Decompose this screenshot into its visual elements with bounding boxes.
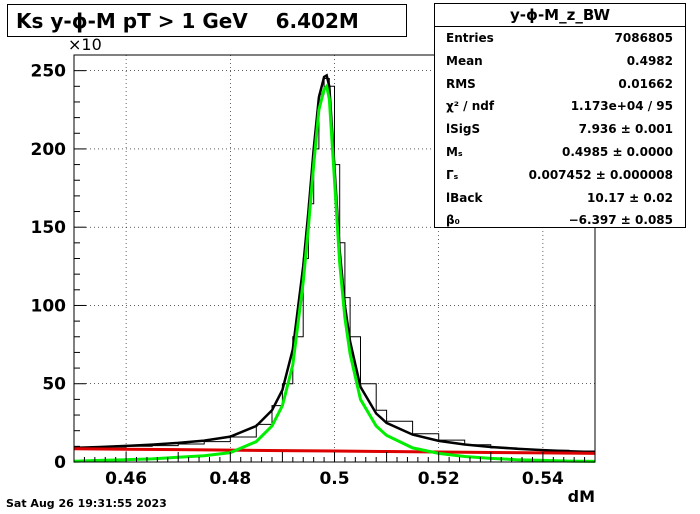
y-tick-label: 0 — [54, 453, 66, 473]
x-tick-label: 0.46 — [105, 469, 147, 489]
stats-key: β₀ — [446, 213, 460, 228]
y-tick-label: 100 — [31, 296, 67, 316]
stats-row: Γₛ 0.007452 ± 0.000008 — [435, 164, 685, 187]
x-tick-label: 0.48 — [209, 469, 251, 489]
stats-key: lSigS — [446, 122, 481, 137]
x-tick-label: 0.5 — [319, 469, 349, 489]
stats-key: Γₛ — [446, 167, 459, 182]
y-axis-multiplier: ×10 — [68, 35, 102, 54]
background-fit-curve — [73, 447, 596, 455]
x-tick-label: 0.54 — [522, 469, 564, 489]
stats-row: β₀ −6.397 ± 0.085 — [435, 209, 685, 232]
stats-value: −6.397 ± 0.085 — [568, 213, 673, 228]
axes: 0.46 0.48 0.5 0.52 0.54 0 50 100 150 200 250 — [31, 54, 596, 489]
y-tick-label: 250 — [31, 62, 67, 82]
histogram-title: Ks y-ϕ-M pT > 1 GeV 6.402M — [7, 4, 407, 37]
signal-fit-curve — [73, 82, 596, 463]
stats-value: 10.17 ± 0.02 — [587, 190, 673, 205]
stats-row: Entries 7086805 — [435, 27, 685, 50]
stats-key: Mean — [446, 53, 483, 68]
stats-value: 7.936 ± 0.001 — [578, 122, 673, 137]
stats-value: 0.007452 ± 0.000008 — [528, 167, 673, 182]
stats-row: Mₛ 0.4985 ± 0.0000 — [435, 141, 685, 164]
data-layer — [73, 73, 596, 463]
timestamp: Sat Aug 26 19:31:55 2023 — [6, 497, 167, 510]
stats-key: Mₛ — [446, 144, 463, 159]
stats-key: RMS — [446, 76, 476, 91]
x-tick-label: 0.52 — [418, 469, 460, 489]
y-tick-label: 150 — [31, 218, 67, 238]
stats-row: lBack 10.17 ± 0.02 — [435, 187, 685, 210]
y-tick-label: 50 — [42, 375, 66, 395]
stats-value: 0.4982 — [626, 53, 673, 68]
stats-value: 7086805 — [614, 31, 673, 45]
stats-row: RMS 0.01662 — [435, 73, 685, 96]
stats-title: y-ϕ-M_z_BW — [435, 4, 685, 27]
stats-row: χ² / ndf 1.173e+04 / 95 — [435, 95, 685, 118]
total-fit-curve — [73, 73, 596, 454]
stats-key: Entries — [446, 31, 494, 45]
y-tick-label: 200 — [31, 140, 67, 160]
stats-value: 1.173e+04 / 95 — [570, 99, 673, 114]
stats-box: y-ϕ-M_z_BW Entries 7086805 Mean 0.4982 RMS 0.… — [434, 3, 686, 228]
stats-row: lSigS 7.936 ± 0.001 — [435, 118, 685, 141]
stats-value: 0.4985 ± 0.0000 — [561, 144, 673, 159]
stats-rows: Entries 7086805 Mean 0.4982 RMS 0.01662 χ² / n… — [435, 27, 685, 232]
x-axis-label: dM — [568, 487, 595, 506]
stats-value: 0.01662 — [618, 76, 673, 91]
stats-key: χ² / ndf — [446, 99, 495, 114]
stats-key: lBack — [446, 190, 483, 205]
stats-row: Mean 0.4982 — [435, 50, 685, 73]
